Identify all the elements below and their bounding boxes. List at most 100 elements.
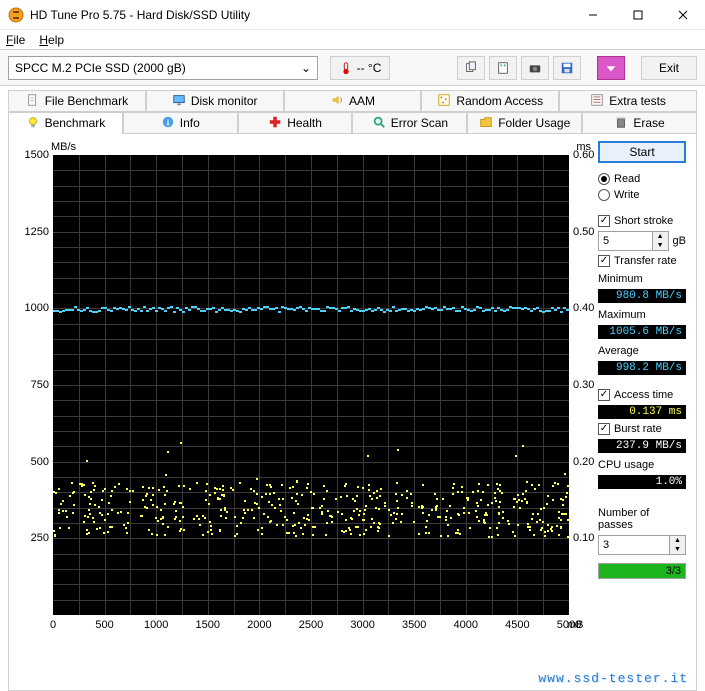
access-point [292,486,294,488]
tab-file-benchmark[interactable]: File Benchmark [8,90,146,112]
short-stroke-input[interactable]: 5 ▲▼ [598,231,669,251]
tab-folder-usage[interactable]: Folder Usage [467,112,582,134]
access-point [368,489,370,491]
copy-icon [464,61,478,75]
screenshot-button[interactable] [489,56,517,80]
access-point [109,526,111,528]
camera-button[interactable] [521,56,549,80]
access-point [123,524,125,526]
spin-buttons[interactable]: ▲▼ [653,231,669,251]
tab-info[interactable]: iInfo [123,112,238,134]
maximize-button[interactable] [615,0,660,30]
close-button[interactable] [660,0,705,30]
access-point [546,503,548,505]
access-point [132,490,134,492]
access-point [512,531,514,533]
tab-health[interactable]: Health [238,112,353,134]
access-time-check[interactable]: ✓Access time [598,389,686,401]
tab-disk-monitor[interactable]: Disk monitor [146,90,284,112]
menubar: File Help [0,30,705,50]
access-point [513,506,515,508]
write-radio[interactable]: Write [598,189,686,201]
options-button[interactable] [597,56,625,80]
access-point [270,486,272,488]
access-point [199,524,201,526]
tab-extra-tests[interactable]: Extra tests [559,90,697,112]
access-point [295,500,297,502]
copy-button[interactable] [457,56,485,80]
access-point [209,521,211,523]
access-point [552,485,554,487]
access-point [533,534,535,536]
minimize-button[interactable] [570,0,615,30]
access-point [258,507,260,509]
tab-random-access[interactable]: Random Access [421,90,559,112]
access-point [58,512,60,514]
access-point [472,491,474,493]
access-point [93,489,95,491]
x-tick: 3500 [402,619,426,631]
access-point [517,494,519,496]
tab-error-scan[interactable]: Error Scan [352,112,467,134]
access-point [282,498,284,500]
y-left-tick: 1250 [25,226,49,238]
menu-file[interactable]: File [6,33,25,47]
short-stroke-check[interactable]: ✓Short stroke [598,215,686,227]
transfer-rate-check[interactable]: ✓Transfer rate [598,255,686,267]
y-right-tick: 0.30 [573,379,594,391]
access-point [126,532,128,534]
access-point [401,513,403,515]
access-point [495,500,497,502]
tab-benchmark[interactable]: Benchmark [8,112,123,134]
access-point [110,495,112,497]
transfer-line [152,307,155,309]
access-point [375,507,377,509]
start-button[interactable]: Start [598,141,686,163]
read-radio[interactable]: Read [598,173,686,185]
access-point [66,516,68,518]
tab-erase[interactable]: Erase [582,112,697,134]
transfer-line [146,310,149,312]
access-point [88,509,90,511]
access-point [543,507,545,509]
access-point [447,535,449,537]
access-point [422,512,424,514]
access-point [155,517,157,519]
access-point [62,510,64,512]
info-icon: i [161,115,175,132]
access-point [253,517,255,519]
tab-aam[interactable]: AAM [284,90,422,112]
drive-select-value: SPCC M.2 PCIe SSD (2000 gB) [15,61,186,75]
access-point [270,520,272,522]
access-point [312,507,314,509]
access-point [65,510,67,512]
access-point [452,487,454,489]
x-tick: 4500 [505,619,529,631]
access-point [310,491,312,493]
access-point [98,506,100,508]
access-point [369,495,371,497]
access-point [151,533,153,535]
access-point [363,533,365,535]
access-point [307,514,309,516]
spin-buttons[interactable]: ▲▼ [670,535,686,555]
access-point [350,533,352,535]
access-point [450,517,452,519]
access-point [356,508,358,510]
passes-input[interactable]: 3 ▲▼ [598,535,686,555]
transfer-line [212,307,215,309]
burst-rate-check[interactable]: ✓Burst rate [598,423,686,435]
access-point [210,525,212,527]
exit-button[interactable]: Exit [641,56,697,80]
access-point [376,497,378,499]
menu-help[interactable]: Help [39,33,64,47]
access-point [179,520,181,522]
access-point [327,510,329,512]
bulb-icon [26,115,40,132]
drive-select[interactable]: SPCC M.2 PCIe SSD (2000 gB) ⌄ [8,56,318,80]
transfer-line [155,310,158,312]
save-button[interactable] [553,56,581,80]
access-point [459,533,461,535]
access-point [393,512,395,514]
transfer-line [350,310,353,312]
